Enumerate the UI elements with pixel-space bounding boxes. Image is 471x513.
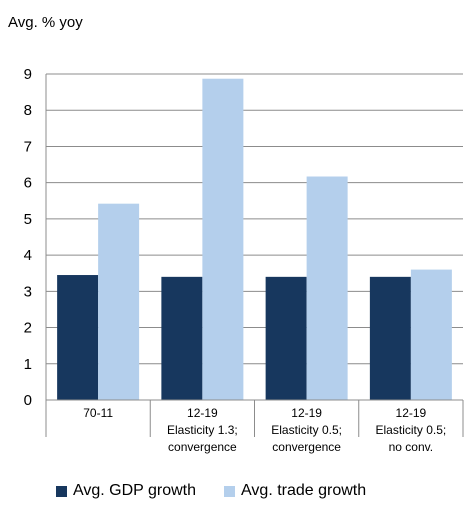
legend-item-gdp: Avg. GDP growth: [56, 482, 196, 500]
y-tick-label: 6: [24, 175, 32, 192]
x-tick-label: 70-11: [83, 406, 113, 420]
y-tick-label: 9: [24, 66, 32, 83]
x-tick-label: convergence: [168, 440, 237, 454]
bar-gdp: [161, 276, 203, 400]
y-tick-label: 4: [24, 247, 32, 264]
x-tick-label: 12-19: [291, 406, 322, 420]
legend-label-gdp: Avg. GDP growth: [73, 482, 197, 499]
legend-swatch-trade: [224, 485, 236, 497]
y-axis-title: Avg. % yoy: [8, 14, 83, 31]
y-tick-label: 5: [24, 211, 32, 228]
bar-chart: 0 1 2 3 4 5 6 7 8 9 70-11 12-19 Elasticity 1.3; conve…: [24, 66, 464, 454]
x-tick-label: Elasticity 0.5;: [271, 423, 342, 437]
y-tick-label: 8: [24, 102, 32, 119]
x-tick-label: 12-19: [187, 406, 218, 420]
bar-trade: [410, 269, 452, 400]
y-tick-label: 1: [24, 356, 32, 373]
legend-label-trade: Avg. trade growth: [241, 482, 367, 499]
bar-trade: [306, 176, 348, 400]
y-tick-label: 7: [24, 138, 32, 155]
bar-gdp: [57, 275, 99, 400]
y-tick-label: 2: [24, 320, 32, 337]
bar-gdp: [369, 276, 411, 400]
y-tick-label: 3: [24, 283, 32, 300]
x-tick-label: Elasticity 1.3;: [167, 423, 238, 437]
x-tick-label: no conv.: [389, 440, 433, 454]
x-tick-label: convergence: [272, 440, 341, 454]
y-tick-label: 0: [24, 392, 32, 409]
bar-trade: [98, 203, 140, 400]
x-tick-label: 12-19: [396, 406, 427, 420]
legend-item-trade: Avg. trade growth: [224, 482, 366, 500]
legend-swatch-gdp: [56, 485, 67, 497]
bar-gdp: [265, 276, 307, 400]
legend: Avg. GDP growth Avg. trade growth: [56, 482, 394, 500]
x-tick-label: Elasticity 0.5;: [376, 423, 447, 437]
bar-trade: [202, 78, 244, 400]
